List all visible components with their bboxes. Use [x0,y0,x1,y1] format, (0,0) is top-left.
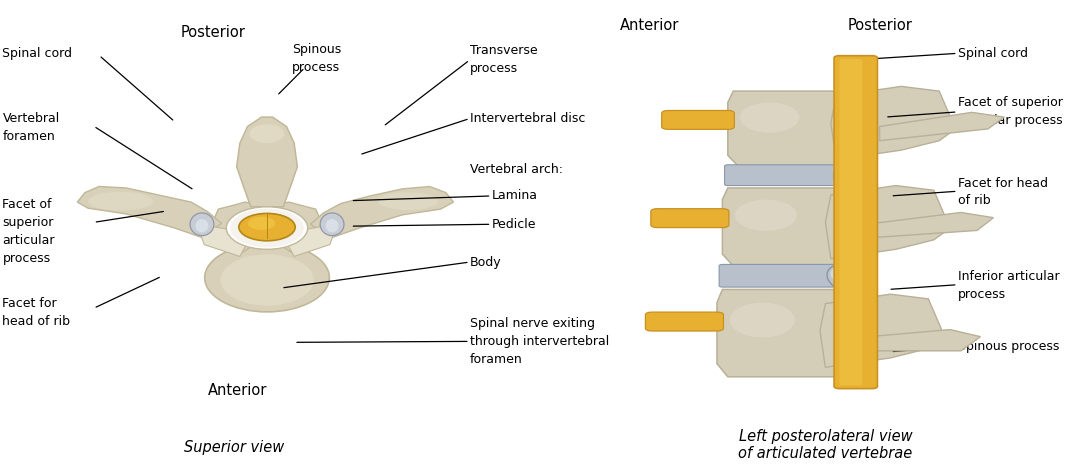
Text: Vertebral: Vertebral [2,112,60,125]
Text: process: process [2,252,50,265]
Text: articular process: articular process [958,114,1063,127]
Text: foramen: foramen [2,130,56,143]
Ellipse shape [836,169,857,184]
Ellipse shape [250,124,284,143]
Text: through intervertebral: through intervertebral [470,335,609,348]
Polygon shape [826,186,950,259]
Text: Intervertebral disc: Intervertebral disc [470,112,585,125]
Text: Anterior: Anterior [620,18,679,32]
Text: Spinal cord: Spinal cord [958,47,1028,60]
Text: process: process [958,288,1006,301]
Ellipse shape [739,103,799,133]
FancyBboxPatch shape [840,59,863,385]
FancyBboxPatch shape [725,165,848,186]
FancyBboxPatch shape [662,111,734,129]
FancyBboxPatch shape [834,56,878,389]
Text: Posterior: Posterior [847,18,912,32]
Text: process: process [292,61,340,74]
Polygon shape [723,188,847,266]
FancyBboxPatch shape [645,312,724,331]
Polygon shape [831,86,956,160]
Text: Left posterolateral view
of articulated vertebrae: Left posterolateral view of articulated … [738,429,913,462]
Polygon shape [268,202,327,254]
Text: of rib: of rib [958,194,990,207]
Polygon shape [869,330,981,351]
Polygon shape [78,187,222,238]
Text: Lamina: Lamina [491,190,537,202]
FancyBboxPatch shape [720,265,848,287]
Ellipse shape [320,213,344,236]
Text: Facet of: Facet of [2,198,52,211]
Text: Spinal nerve exiting: Spinal nerve exiting [470,317,595,330]
Polygon shape [727,91,847,167]
Ellipse shape [378,192,438,210]
Polygon shape [717,289,847,377]
Text: Posterior: Posterior [180,25,246,39]
Text: Spinous: Spinous [292,43,341,56]
Text: articular: articular [2,234,55,247]
Text: Spinous process: Spinous process [958,340,1059,352]
Polygon shape [200,226,248,256]
Ellipse shape [833,166,867,191]
Ellipse shape [831,267,851,283]
Ellipse shape [226,207,308,249]
Text: head of rib: head of rib [2,315,71,328]
Ellipse shape [190,213,214,236]
Polygon shape [310,187,453,238]
Ellipse shape [221,254,313,306]
Text: Inferior articular: Inferior articular [958,270,1059,283]
Polygon shape [237,117,297,207]
Polygon shape [286,226,334,256]
FancyBboxPatch shape [651,209,728,228]
Ellipse shape [195,219,209,232]
Ellipse shape [204,243,330,312]
Text: superior: superior [2,216,54,229]
Polygon shape [207,202,268,254]
Polygon shape [875,212,994,238]
Text: Facet for head: Facet for head [958,177,1047,190]
Ellipse shape [88,192,153,210]
Polygon shape [820,294,945,367]
Text: Facet for: Facet for [2,297,57,310]
Ellipse shape [230,209,304,247]
Ellipse shape [827,265,860,291]
Text: Anterior: Anterior [209,383,268,399]
Text: Transverse: Transverse [470,45,537,57]
Ellipse shape [325,219,339,232]
Ellipse shape [729,303,795,338]
Text: process: process [470,62,518,75]
Ellipse shape [248,217,275,230]
Text: foramen: foramen [470,353,522,366]
Text: Superior view: Superior view [185,440,285,455]
Text: Facet of superior: Facet of superior [958,96,1063,109]
Ellipse shape [239,213,295,241]
Text: Spinal cord: Spinal cord [2,47,72,60]
Polygon shape [879,113,1005,141]
Text: Vertebral arch:: Vertebral arch: [470,163,562,177]
Text: Body: Body [470,256,501,268]
Text: Pedicle: Pedicle [491,218,536,231]
Ellipse shape [735,200,797,231]
